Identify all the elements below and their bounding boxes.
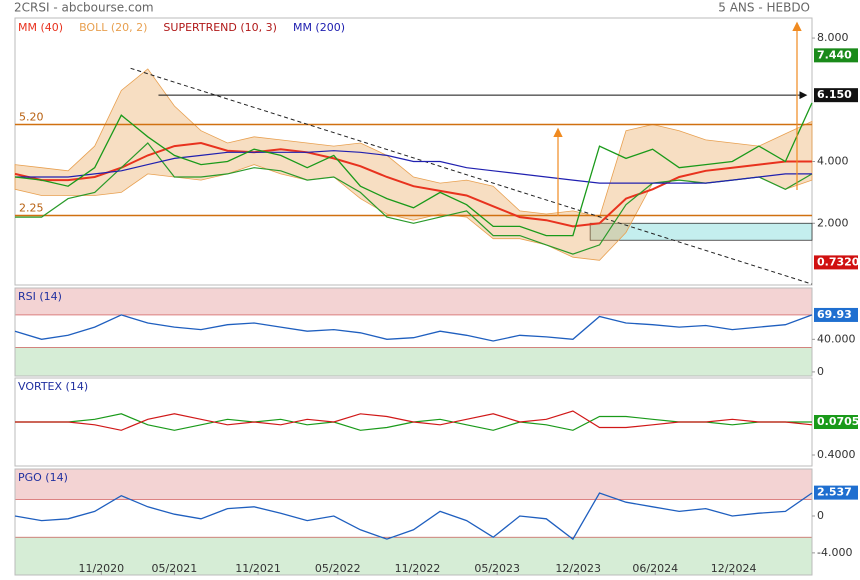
panel: 0 -4.000 11/2020 05/2021 11/2021 05/2022 11/20… [14,468,858,576]
panel: 8.000 4.000 2.000 5.20 2.25 7.440 6.150 0.7320 M… [14,17,860,286]
x-tick-label: 12/2024 [711,562,757,575]
panel-title: PGO (14) [18,471,68,484]
x-tick-label: 11/2022 [395,562,441,575]
panel-frame [14,468,813,576]
y-tick-label: -4.000 [817,546,852,559]
legend-entry: SUPERTREND (10, 3) [163,21,277,34]
value-badge-label: 2.537 [817,486,852,499]
series-line [15,410,813,431]
value-badge [814,307,858,322]
level-label: 5.20 [19,110,44,123]
legend-entry: MM (40) [18,21,63,34]
value-badge [814,88,858,103]
x-tick-label: 11/2021 [235,562,281,575]
value-badge-label: 7.440 [817,48,852,61]
value-badge-label: 0.0705 [817,415,859,428]
zone [589,222,813,241]
panel-title: RSI (14) [18,290,62,303]
panel-title: VORTEX (14) [18,380,88,393]
x-tick-label: 06/2024 [632,562,678,575]
zone [15,347,812,376]
y-tick-label: 8.000 [817,31,849,44]
zone [15,469,812,500]
zone [15,537,812,575]
x-tick-label: 11/2020 [78,562,124,575]
value-badge-label: 69.93 [817,308,852,321]
y-tick-label: 2.000 [817,216,849,229]
x-tick-label: 05/2022 [315,562,361,575]
x-tick-label: 05/2023 [474,562,520,575]
series-line [15,150,812,184]
chart-subtitle: 5 ANS - HEBDO [718,1,810,15]
y-tick-label: 0.4000 [817,448,856,461]
legend-entry: MM (200) [293,21,345,34]
zone [15,288,812,315]
y-tick-label: 40.000 [817,332,856,345]
level-label: 2.25 [19,202,44,215]
x-tick-label: 05/2021 [152,562,198,575]
chart-title: 2CRSI - abcbourse.com [14,1,154,15]
y-tick-label: 4.000 [817,155,849,168]
value-badge-label: 0.7320 [817,255,860,268]
value-badge [814,485,858,500]
value-badge [814,255,858,270]
x-tick-label: 12/2023 [555,562,601,575]
series-line [14,141,812,228]
value-badge [814,415,858,429]
price-line [14,314,813,342]
y-tick-label: 0 [817,509,824,522]
price-line [14,102,813,237]
panel: 0.4000 0.0705 VORTEX (14) [14,377,859,467]
panel-frame [14,287,813,377]
series-line [15,142,813,255]
legend-entry: BOLL (20, 2) [79,21,147,34]
price-line [14,492,813,541]
trendline [130,67,813,285]
y-tick-label: 0 [817,365,824,378]
bollinger-band [14,68,813,261]
value-badge [814,48,858,63]
value-badge-label: 6.150 [817,88,852,101]
panel: 40.000 0 69.93 RSI (14) [14,287,858,378]
